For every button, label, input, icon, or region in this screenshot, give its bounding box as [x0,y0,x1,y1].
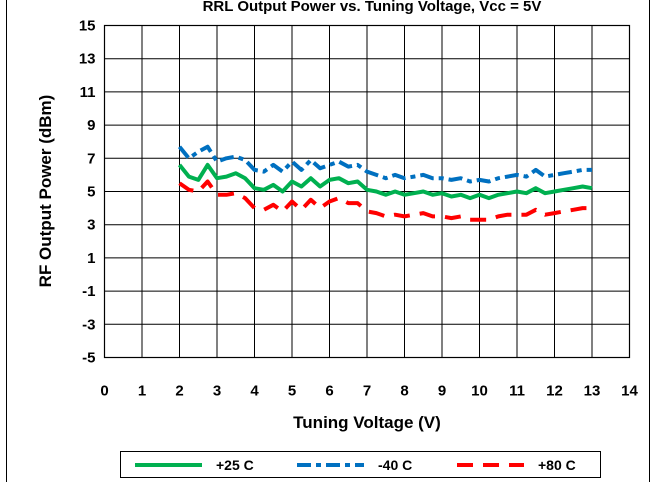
y-tick-label-7: 9 [87,117,95,134]
x-tick-label-8: 8 [400,383,408,400]
x-tick-labels: 0 1 2 3 4 5 6 7 8 9 10 11 12 13 14 [100,383,638,400]
x-tick-label-2: 2 [175,383,183,400]
legend-label-1: -40 C [378,457,412,473]
y-tick-label-3: 1 [87,250,95,267]
y-tick-label-5: 5 [87,184,95,201]
y-tick-label-6: 7 [87,150,95,167]
y-tick-label-1: -3 [82,316,95,333]
x-tick-label-13: 13 [584,383,601,400]
x-tick-label-0: 0 [100,383,108,400]
x-tick-label-3: 3 [213,383,221,400]
plot-area-border [103,24,631,359]
y-axis-title: RF Output Power (dBm) [36,95,55,288]
series-line-0 [177,162,593,201]
y-tick-label-9: 13 [79,51,96,68]
series-group [177,144,593,222]
x-tick-label-4: 4 [250,383,259,400]
legend: +25 C -40 C +80 C [120,451,601,478]
chart-frame [6,0,650,482]
legend-label-2: +80 C [538,457,576,473]
legend-label-0: +25 C [216,457,254,473]
series-line-1 [177,144,592,184]
x-tick-label-14: 14 [621,383,638,400]
y-tick-label-8: 11 [80,84,96,101]
x-tick-label-6: 6 [325,383,333,400]
x-axis-title: Tuning Voltage (V) [293,413,441,432]
x-tick-label-12: 12 [546,383,563,400]
y-tick-label-2: -1 [82,283,95,300]
x-tick-label-10: 10 [471,383,488,400]
x-tick-label-5: 5 [288,383,296,400]
y-tick-label-4: 3 [87,217,95,234]
x-tick-label-9: 9 [438,383,446,400]
x-tick-label-7: 7 [363,383,371,400]
y-tick-label-0: -5 [82,350,95,367]
chart-title: RRL Output Power vs. Tuning Voltage, Vcc… [203,0,542,15]
series-line-2 [178,179,592,222]
x-tick-label-1: 1 [138,383,146,400]
x-tick-label-11: 11 [509,383,525,400]
y-tick-label-10: 15 [79,18,96,35]
